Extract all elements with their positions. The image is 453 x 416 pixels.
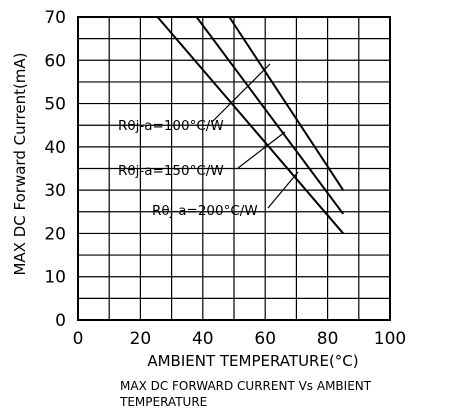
y-tick-label: 60 <box>44 51 66 71</box>
y-tick-label: 10 <box>44 268 66 288</box>
series-label-200: Rθj-a=200°C/W <box>152 203 258 219</box>
label-leader-line <box>237 131 286 169</box>
x-tick-label: 0 <box>73 329 84 349</box>
x-tick-label: 60 <box>254 329 276 349</box>
y-tick-label: 20 <box>44 224 66 244</box>
chart-grid <box>78 17 390 320</box>
x-axis-title: AMBIENT TEMPERATURE(°C) <box>147 352 358 370</box>
series-lines <box>156 16 345 235</box>
series-line <box>195 16 345 215</box>
x-tick-label: 80 <box>317 329 339 349</box>
x-tick-labels: 0 20 40 60 80 100 <box>73 329 407 349</box>
series-line <box>228 16 345 191</box>
y-axis-title: MAX DC Forward Current(mA) <box>11 52 29 275</box>
chart-caption-line1: MAX DC FORWARD CURRENT Vs AMBIENT <box>120 379 372 393</box>
x-tick-label: 40 <box>192 329 214 349</box>
x-tick-label: 100 <box>374 329 406 349</box>
chart-caption-line2: TEMPERATURE <box>119 395 207 409</box>
y-tick-label: 50 <box>44 95 66 115</box>
label-leaders <box>211 63 299 209</box>
y-tick-label: 40 <box>44 138 66 158</box>
label-leader-line <box>267 171 299 209</box>
y-tick-label: 30 <box>44 181 66 201</box>
y-tick-labels: 0 10 20 30 40 50 60 70 <box>44 8 66 331</box>
series-label-150: Rθj-a=150°C/W <box>118 163 224 179</box>
series-label-100: Rθj-a=100°C/W <box>118 118 224 134</box>
series-line <box>156 16 344 235</box>
y-tick-label: 70 <box>44 8 66 28</box>
y-tick-label: 0 <box>55 311 66 331</box>
plot-frame <box>77 16 391 321</box>
label-leader-line <box>211 63 271 123</box>
x-tick-label: 20 <box>130 329 152 349</box>
